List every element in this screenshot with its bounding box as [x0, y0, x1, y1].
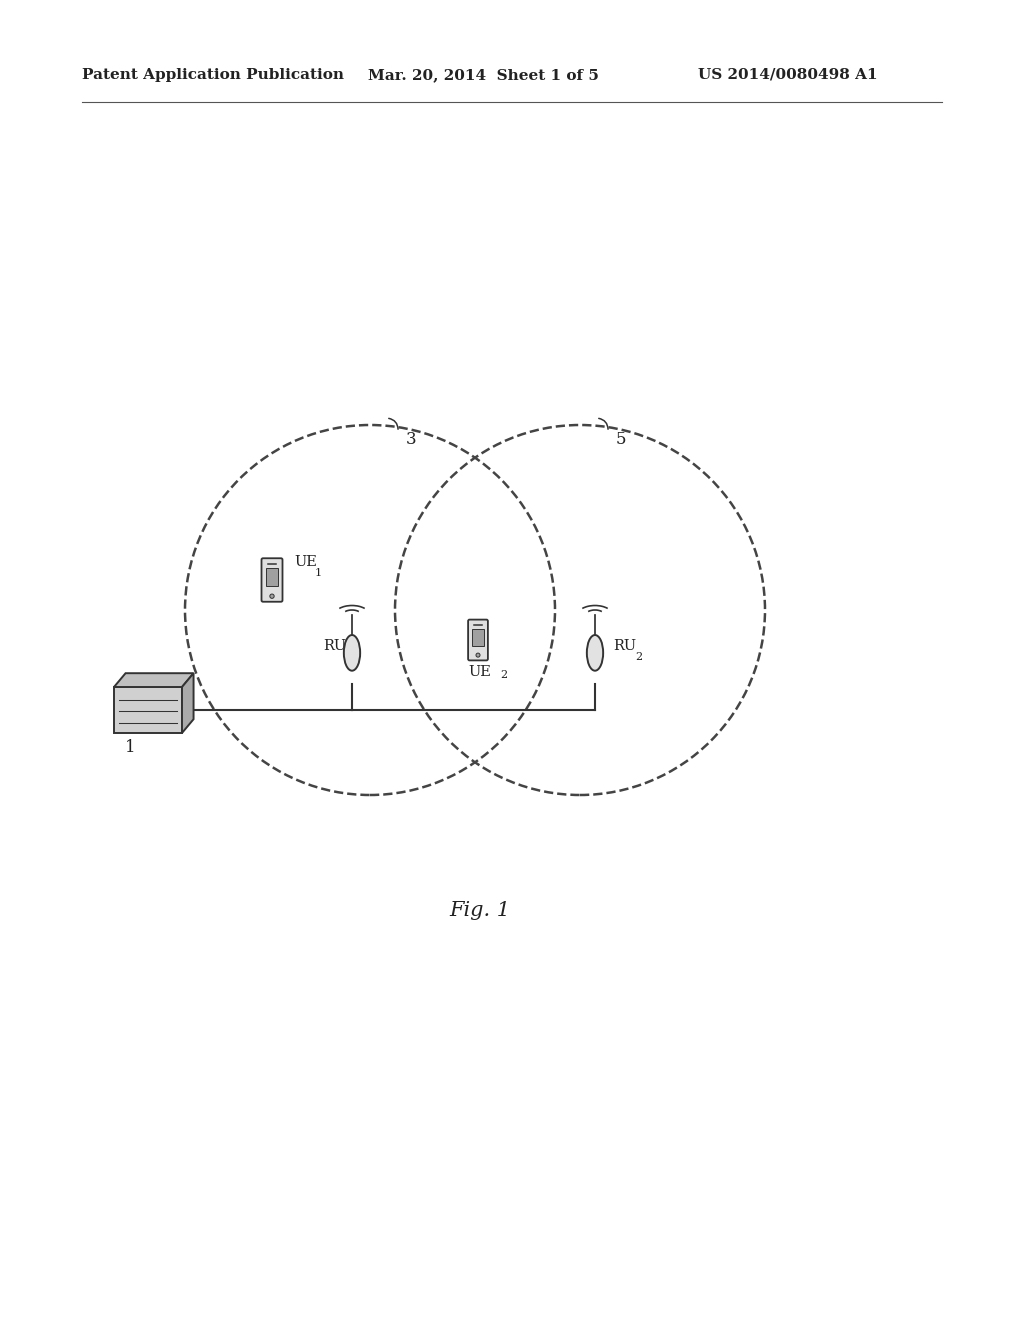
Text: Fig. 1: Fig. 1 [450, 900, 511, 920]
Text: Patent Application Publication: Patent Application Publication [82, 69, 344, 82]
Text: Mar. 20, 2014  Sheet 1 of 5: Mar. 20, 2014 Sheet 1 of 5 [368, 69, 599, 82]
Circle shape [476, 653, 480, 657]
Bar [265, 568, 279, 586]
Text: 1: 1 [125, 739, 135, 756]
Ellipse shape [587, 635, 603, 671]
Text: 5: 5 [616, 432, 627, 449]
FancyBboxPatch shape [261, 558, 283, 602]
Text: 1: 1 [315, 568, 323, 578]
Polygon shape [114, 673, 194, 686]
Text: 2: 2 [500, 671, 507, 680]
Ellipse shape [344, 635, 360, 671]
FancyBboxPatch shape [468, 619, 487, 660]
Text: RU: RU [323, 639, 346, 653]
Text: 1: 1 [349, 652, 356, 663]
Text: UE: UE [469, 665, 492, 678]
Circle shape [270, 594, 274, 598]
Text: 2: 2 [635, 652, 642, 663]
Polygon shape [182, 673, 194, 733]
Text: UE: UE [294, 554, 316, 569]
Text: RU: RU [613, 639, 636, 653]
Text: 3: 3 [406, 432, 417, 449]
Bar [114, 686, 182, 733]
Text: US 2014/0080498 A1: US 2014/0080498 A1 [698, 69, 878, 82]
Bar [472, 628, 484, 645]
